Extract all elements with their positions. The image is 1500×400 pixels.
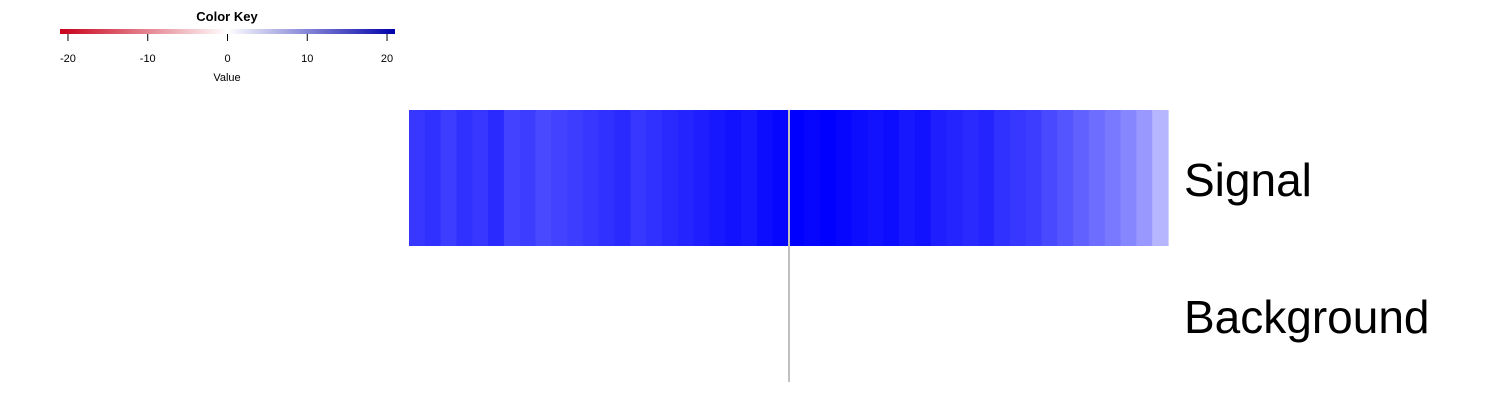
heatmap-cell — [409, 110, 426, 246]
heatmap-cell — [883, 110, 900, 246]
heatmap-cell — [741, 110, 758, 246]
heatmap-cell — [772, 110, 790, 246]
heatmap-cell — [1104, 110, 1122, 246]
heatmap-cell — [1025, 110, 1043, 246]
row-label-signal: Signal — [1184, 154, 1312, 206]
heatmap-cell — [788, 110, 805, 246]
heatmap-cell — [551, 110, 568, 246]
heatmap-cell — [930, 110, 948, 246]
heatmap-cell — [1152, 110, 1169, 246]
heatmap-cell — [1136, 110, 1153, 246]
heatmap-cell — [820, 110, 837, 246]
color-key-title: Color Key — [196, 9, 258, 24]
heatmap-cell — [867, 110, 884, 246]
heatmap-cell — [851, 110, 869, 246]
heatmap-cell — [978, 110, 995, 246]
heatmap-cell — [693, 110, 711, 246]
heatmap-cell — [677, 110, 695, 246]
heatmap-cell — [804, 110, 821, 246]
color-key-ticks: -20 -10 0 10 20 — [60, 34, 393, 65]
heatmap-cell — [1120, 110, 1137, 246]
heatmap-cell — [1088, 110, 1106, 246]
heatmap-cell — [662, 110, 679, 246]
color-key-axis-label: Value — [213, 72, 240, 84]
heatmap-cell — [503, 110, 521, 246]
heatmap-cell — [756, 110, 774, 246]
heatmap-cell — [630, 110, 647, 246]
color-key-tick-label: -10 — [140, 53, 156, 65]
heatmap-cell — [424, 110, 442, 246]
heatmap-cell — [519, 110, 537, 246]
heatmap-cell — [646, 110, 663, 246]
heatmap-cell — [472, 110, 489, 246]
heatmap-cell — [962, 110, 979, 246]
color-key-bar — [60, 29, 395, 34]
heatmap-cell — [582, 110, 600, 246]
heatmap-cell — [994, 110, 1011, 246]
heatmap-cell — [725, 110, 742, 246]
heatmap-cell — [535, 110, 552, 246]
heatmap-cell — [440, 110, 458, 246]
heatmap-cells — [409, 110, 1169, 246]
heatmap-cell — [598, 110, 616, 246]
heatmap-cell — [1009, 110, 1027, 246]
heatmap-cell — [709, 110, 726, 246]
heatmap-cell — [1057, 110, 1074, 246]
heatmap-cell — [456, 110, 473, 246]
heatmap-cell — [835, 110, 853, 246]
color-key-tick-label: 0 — [224, 53, 230, 65]
heatmap-cell — [488, 110, 505, 246]
color-key-tick-label: -20 — [60, 53, 76, 65]
color-key-tick-label: 10 — [301, 53, 313, 65]
heatmap-cell — [899, 110, 916, 246]
heatmap-cell — [1073, 110, 1090, 246]
heatmap-cell — [567, 110, 584, 246]
heatmap-cell — [1041, 110, 1058, 246]
color-key: Color Key -20 -10 0 10 20 Value — [60, 9, 395, 84]
heatmap-cell — [946, 110, 964, 246]
heatmap-cell — [614, 110, 631, 246]
color-key-tick-label: 20 — [381, 53, 393, 65]
heatmap-cell — [915, 110, 932, 246]
row-label-background: Background — [1184, 291, 1430, 343]
